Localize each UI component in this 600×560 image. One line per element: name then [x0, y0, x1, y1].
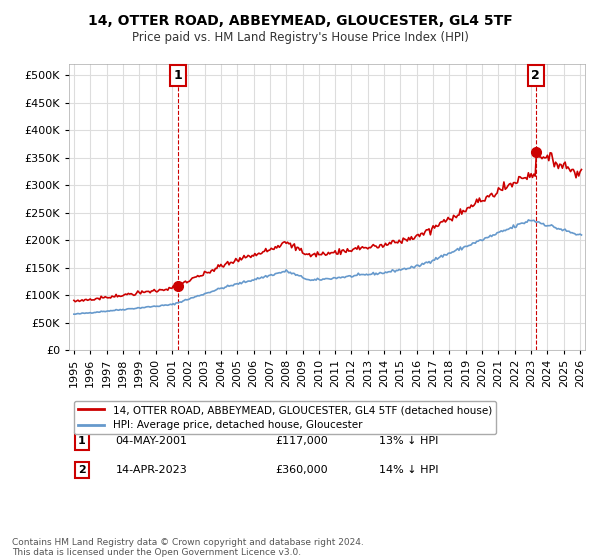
Text: 14-APR-2023: 14-APR-2023: [115, 465, 187, 475]
Text: 2: 2: [532, 69, 540, 82]
Text: Contains HM Land Registry data © Crown copyright and database right 2024.
This d: Contains HM Land Registry data © Crown c…: [12, 538, 364, 557]
Text: 2: 2: [78, 465, 86, 475]
Text: 1: 1: [173, 69, 182, 82]
Text: 14% ↓ HPI: 14% ↓ HPI: [379, 465, 438, 475]
Text: Price paid vs. HM Land Registry's House Price Index (HPI): Price paid vs. HM Land Registry's House …: [131, 31, 469, 44]
Text: 14, OTTER ROAD, ABBEYMEAD, GLOUCESTER, GL4 5TF: 14, OTTER ROAD, ABBEYMEAD, GLOUCESTER, G…: [88, 14, 512, 28]
Text: £117,000: £117,000: [275, 436, 328, 446]
Text: 1: 1: [78, 436, 86, 446]
Text: 04-MAY-2001: 04-MAY-2001: [115, 436, 187, 446]
Legend: 14, OTTER ROAD, ABBEYMEAD, GLOUCESTER, GL4 5TF (detached house), HPI: Average pr: 14, OTTER ROAD, ABBEYMEAD, GLOUCESTER, G…: [74, 401, 496, 435]
Text: £360,000: £360,000: [275, 465, 328, 475]
Text: 13% ↓ HPI: 13% ↓ HPI: [379, 436, 438, 446]
